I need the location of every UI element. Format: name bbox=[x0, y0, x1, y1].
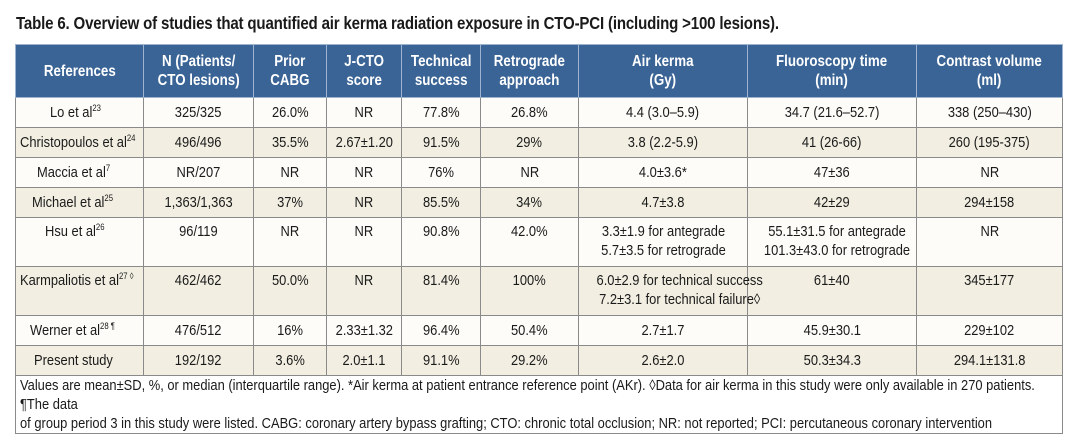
fluoro-cell: 45.9±30.1 bbox=[747, 315, 917, 346]
success-cell: 81.4% bbox=[401, 266, 481, 316]
table-row: Maccia et al7 NR/207 NR NR 76% NR 4.0±3.… bbox=[15, 157, 1063, 188]
fluoro-cell: 42±29 bbox=[747, 187, 917, 218]
jcto-cell: NR bbox=[326, 97, 402, 128]
col-header-retrograde: Retrograde approach bbox=[480, 44, 579, 98]
header-row: References N (Patients/CTO lesions) Prio… bbox=[15, 44, 1063, 98]
ref-cell: Present study bbox=[15, 345, 144, 376]
table-row: Werner et al28 ¶ 476/512 16% 2.33±1.32 9… bbox=[15, 315, 1063, 346]
jcto-cell: NR bbox=[326, 217, 402, 267]
fluoro-cell: 47±36 bbox=[747, 157, 917, 188]
footnote-line-2: of group period 3 in this study were lis… bbox=[20, 415, 993, 432]
retro-cell: NR bbox=[480, 157, 579, 188]
fluoro-cell: 41 (26-66) bbox=[747, 127, 917, 158]
col-header-prior-cabg: Prior CABG bbox=[253, 44, 327, 98]
air-kerma-cell: 4.4 (3.0–5.9) bbox=[578, 97, 748, 128]
fluoro-cell: 50.3±34.3 bbox=[747, 345, 917, 376]
table-title: Table 6. Overview of studies that quanti… bbox=[16, 13, 779, 33]
col-header-jcto: J-CTO score bbox=[326, 44, 402, 98]
air-kerma-cell: 2.7±1.7 bbox=[578, 315, 748, 346]
air-kerma-cell: 4.0±3.6* bbox=[578, 157, 748, 188]
success-cell: 91.1% bbox=[401, 345, 481, 376]
success-cell: 76% bbox=[401, 157, 481, 188]
ref-cell: Michael et al25 bbox=[15, 187, 144, 218]
footnote-row: Values are mean±SD, %, or median (interq… bbox=[15, 375, 1063, 434]
footnote-line-1: Values are mean±SD, %, or median (interq… bbox=[20, 377, 1035, 413]
col-header-air-kerma: Air kerma (Gy) bbox=[578, 44, 748, 98]
contrast-cell: 294±158 bbox=[916, 187, 1063, 218]
success-cell: 90.8% bbox=[401, 217, 481, 267]
col-header-technical-success: Technical success bbox=[401, 44, 481, 98]
n-cell: 476/512 bbox=[143, 315, 254, 346]
col-header-contrast: Contrast volume (ml) bbox=[916, 44, 1063, 98]
fluoro-cell: 34.7 (21.6–52.7) bbox=[747, 97, 917, 128]
success-cell: 96.4% bbox=[401, 315, 481, 346]
ref-cell: Werner et al28 ¶ bbox=[15, 315, 144, 346]
ref-cell: Christopoulos et al24 bbox=[15, 127, 144, 158]
cabg-cell: 3.6% bbox=[253, 345, 327, 376]
contrast-cell: 260 (195-375) bbox=[916, 127, 1063, 158]
table-row: Michael et al25 1,363/1,363 37% NR 85.5%… bbox=[15, 187, 1063, 218]
fluoro-cell: 61±40 bbox=[747, 266, 917, 316]
retro-cell: 29% bbox=[480, 127, 579, 158]
jcto-cell: NR bbox=[326, 157, 402, 188]
table-row: Hsu et al26 96/119 NR NR 90.8% 42.0% 3.3… bbox=[15, 217, 1063, 267]
table-row: Lo et al23 325/325 26.0% NR 77.8% 26.8% … bbox=[15, 97, 1063, 128]
fluoro-cell: 55.1±31.5 for antegrade 101.3±43.0 for re… bbox=[747, 217, 917, 267]
col-header-n: N (Patients/CTO lesions) bbox=[143, 44, 254, 98]
air-kerma-cell: 2.6±2.0 bbox=[578, 345, 748, 376]
jcto-cell: 2.33±1.32 bbox=[326, 315, 402, 346]
n-cell: 462/462 bbox=[143, 266, 254, 316]
retro-cell: 34% bbox=[480, 187, 579, 218]
contrast-cell: 338 (250–430) bbox=[916, 97, 1063, 128]
retro-cell: 100% bbox=[480, 266, 579, 316]
jcto-cell: 2.67±1.20 bbox=[326, 127, 402, 158]
table-row: Christopoulos et al24 496/496 35.5% 2.67… bbox=[15, 127, 1063, 158]
retro-cell: 42.0% bbox=[480, 217, 579, 267]
ref-cell: Lo et al23 bbox=[15, 97, 144, 128]
ref-cell: Maccia et al7 bbox=[15, 157, 144, 188]
retro-cell: 29.2% bbox=[480, 345, 579, 376]
table-footnote: Values are mean±SD, %, or median (interq… bbox=[15, 375, 1063, 434]
air-kerma-cell: 3.8 (2.2-5.9) bbox=[578, 127, 748, 158]
n-cell: 96/119 bbox=[143, 217, 254, 267]
col-header-fluoroscopy: Fluoroscopy time (min) bbox=[747, 44, 917, 98]
success-cell: 77.8% bbox=[401, 97, 481, 128]
n-cell: 325/325 bbox=[143, 97, 254, 128]
cabg-cell: 16% bbox=[253, 315, 327, 346]
table-row: Karmpaliotis et al27 ◊ 462/462 50.0% NR … bbox=[15, 266, 1063, 316]
cabg-cell: 35.5% bbox=[253, 127, 327, 158]
n-cell: 496/496 bbox=[143, 127, 254, 158]
cabg-cell: NR bbox=[253, 157, 327, 188]
cabg-cell: 50.0% bbox=[253, 266, 327, 316]
contrast-cell: NR bbox=[916, 217, 1063, 267]
success-cell: 85.5% bbox=[401, 187, 481, 218]
ref-cell: Karmpaliotis et al27 ◊ bbox=[15, 266, 144, 316]
cabg-cell: NR bbox=[253, 217, 327, 267]
n-cell: NR/207 bbox=[143, 157, 254, 188]
cabg-cell: 26.0% bbox=[253, 97, 327, 128]
retro-cell: 50.4% bbox=[480, 315, 579, 346]
air-kerma-cell: 4.7±3.8 bbox=[578, 187, 748, 218]
jcto-cell: NR bbox=[326, 266, 402, 316]
jcto-cell: NR bbox=[326, 187, 402, 218]
studies-table: References N (Patients/CTO lesions) Prio… bbox=[15, 44, 1063, 434]
air-kerma-cell: 3.3±1.9 for antegrade 5.7±3.5 for retrogr… bbox=[578, 217, 748, 267]
contrast-cell: 229±102 bbox=[916, 315, 1063, 346]
cabg-cell: 37% bbox=[253, 187, 327, 218]
ref-cell: Hsu et al26 bbox=[15, 217, 144, 267]
contrast-cell: 345±177 bbox=[916, 266, 1063, 316]
contrast-cell: NR bbox=[916, 157, 1063, 188]
jcto-cell: 2.0±1.1 bbox=[326, 345, 402, 376]
n-cell: 1,363/1,363 bbox=[143, 187, 254, 218]
contrast-cell: 294.1±131.8 bbox=[916, 345, 1063, 376]
table-row: Present study 192/192 3.6% 2.0±1.1 91.1%… bbox=[15, 345, 1063, 376]
n-cell: 192/192 bbox=[143, 345, 254, 376]
col-header-references: References bbox=[15, 44, 144, 98]
air-kerma-cell: 6.0±2.9 for technical success 7.2±3.1 for… bbox=[578, 266, 763, 316]
success-cell: 91.5% bbox=[401, 127, 481, 158]
retro-cell: 26.8% bbox=[480, 97, 579, 128]
